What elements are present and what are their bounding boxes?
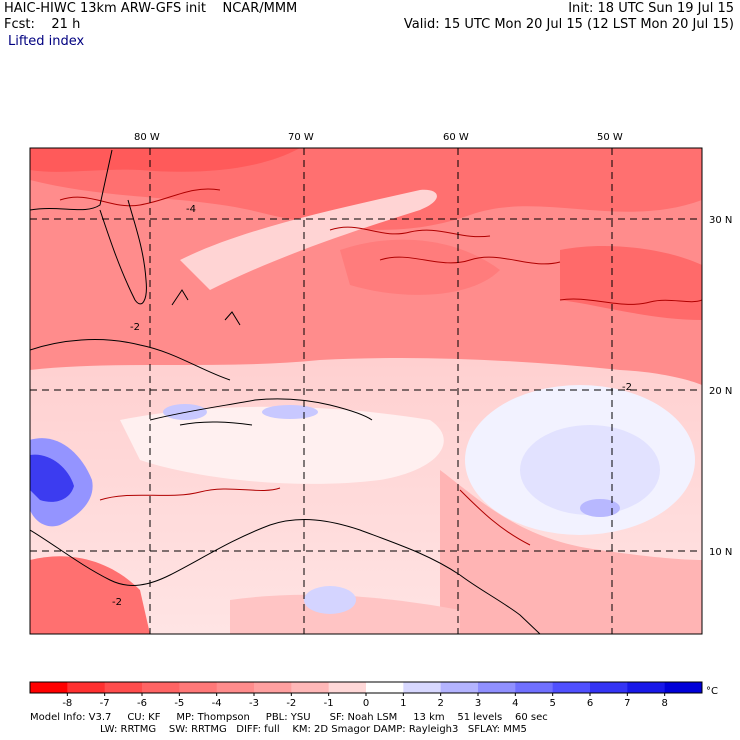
colorbar-tick-label: 7 [624, 698, 630, 709]
lat-label: 20 N [709, 386, 732, 397]
colorbar-swatch [291, 682, 330, 693]
init-time: Init: 18 UTC Sun 19 Jul 15 [568, 1, 734, 16]
colorbar-tick-label: -2 [286, 698, 296, 709]
forecast-hour: Fcst: 21 h [4, 17, 81, 32]
colorbar-swatch [216, 682, 255, 693]
colorbar-tick-label: -8 [62, 698, 72, 709]
model-info-line2: LW: RRTMG SW: RRTMG DIFF: full KM: 2D Sm… [100, 724, 527, 735]
colorbar-swatch [328, 682, 367, 693]
colorbar-swatch [67, 682, 106, 693]
colorbar-swatch [254, 682, 292, 693]
colorbar-tick-label: 3 [475, 698, 481, 709]
colorbar-swatch [366, 682, 404, 693]
model-title: HAIC-HIWC 13km ARW-GFS init NCAR/MMM [4, 1, 298, 16]
coastlines [30, 149, 541, 634]
map-frame [29, 147, 703, 635]
colorbar-swatch [142, 682, 180, 693]
lon-label: 80 W [134, 132, 160, 143]
colorbar-swatch [403, 682, 442, 693]
lon-label: 60 W [443, 132, 469, 143]
lon-label: 70 W [288, 132, 314, 143]
colorbar-swatch [104, 682, 143, 693]
field-name: Lifted index [8, 34, 85, 49]
colorbar-tick-label: 8 [661, 698, 667, 709]
colorbar-tick-label: -4 [212, 698, 222, 709]
colorbar-swatch [664, 682, 703, 693]
colorbar-swatch [478, 682, 516, 693]
colorbar-swatch [30, 682, 68, 693]
colorbar: -8 -7 -6 -5 -4 -3 -2 -1 0 1 2 3 4 5 6 7 8 °C [29, 681, 718, 709]
lat-label: 30 N [709, 215, 732, 226]
colorbar-tick-label: -5 [174, 698, 184, 709]
colorbar-tick-label: 5 [549, 698, 555, 709]
colorbar-unit: °C [706, 686, 718, 697]
lat-label: 10 N [709, 547, 732, 558]
colorbar-swatch [627, 682, 666, 693]
contour-label: -2 [130, 322, 140, 333]
colorbar-swatch [590, 682, 628, 693]
colorbar-tick-label: -7 [100, 698, 110, 709]
valid-time: Valid: 15 UTC Mon 20 Jul 15 (12 LST Mon … [403, 17, 734, 32]
colorbar-swatch [440, 682, 479, 693]
colorbar-tick-label: 0 [363, 698, 369, 709]
colorbar-swatch [179, 682, 218, 693]
contour-label: -2 [112, 597, 122, 608]
model-info-line1: Model Info: V3.7 CU: KF MP: Thompson PBL… [30, 712, 548, 723]
graticule [30, 148, 702, 634]
lifted-index-field [30, 148, 702, 634]
colorbar-tick-label: 2 [437, 698, 443, 709]
lon-label: 50 W [597, 132, 623, 143]
colorbar-tick-label: 1 [400, 698, 406, 709]
colorbar-swatch [552, 682, 591, 693]
colorbar-tick-label: -6 [137, 698, 147, 709]
colorbar-tick-label: 6 [587, 698, 593, 709]
contour-label: -2 [622, 382, 632, 393]
colorbar-swatch [515, 682, 554, 693]
colorbar-tick-label: -1 [324, 698, 334, 709]
contour-label: -4 [186, 204, 196, 215]
colorbar-tick-label: -3 [249, 698, 259, 709]
colorbar-tick-label: 4 [512, 698, 518, 709]
